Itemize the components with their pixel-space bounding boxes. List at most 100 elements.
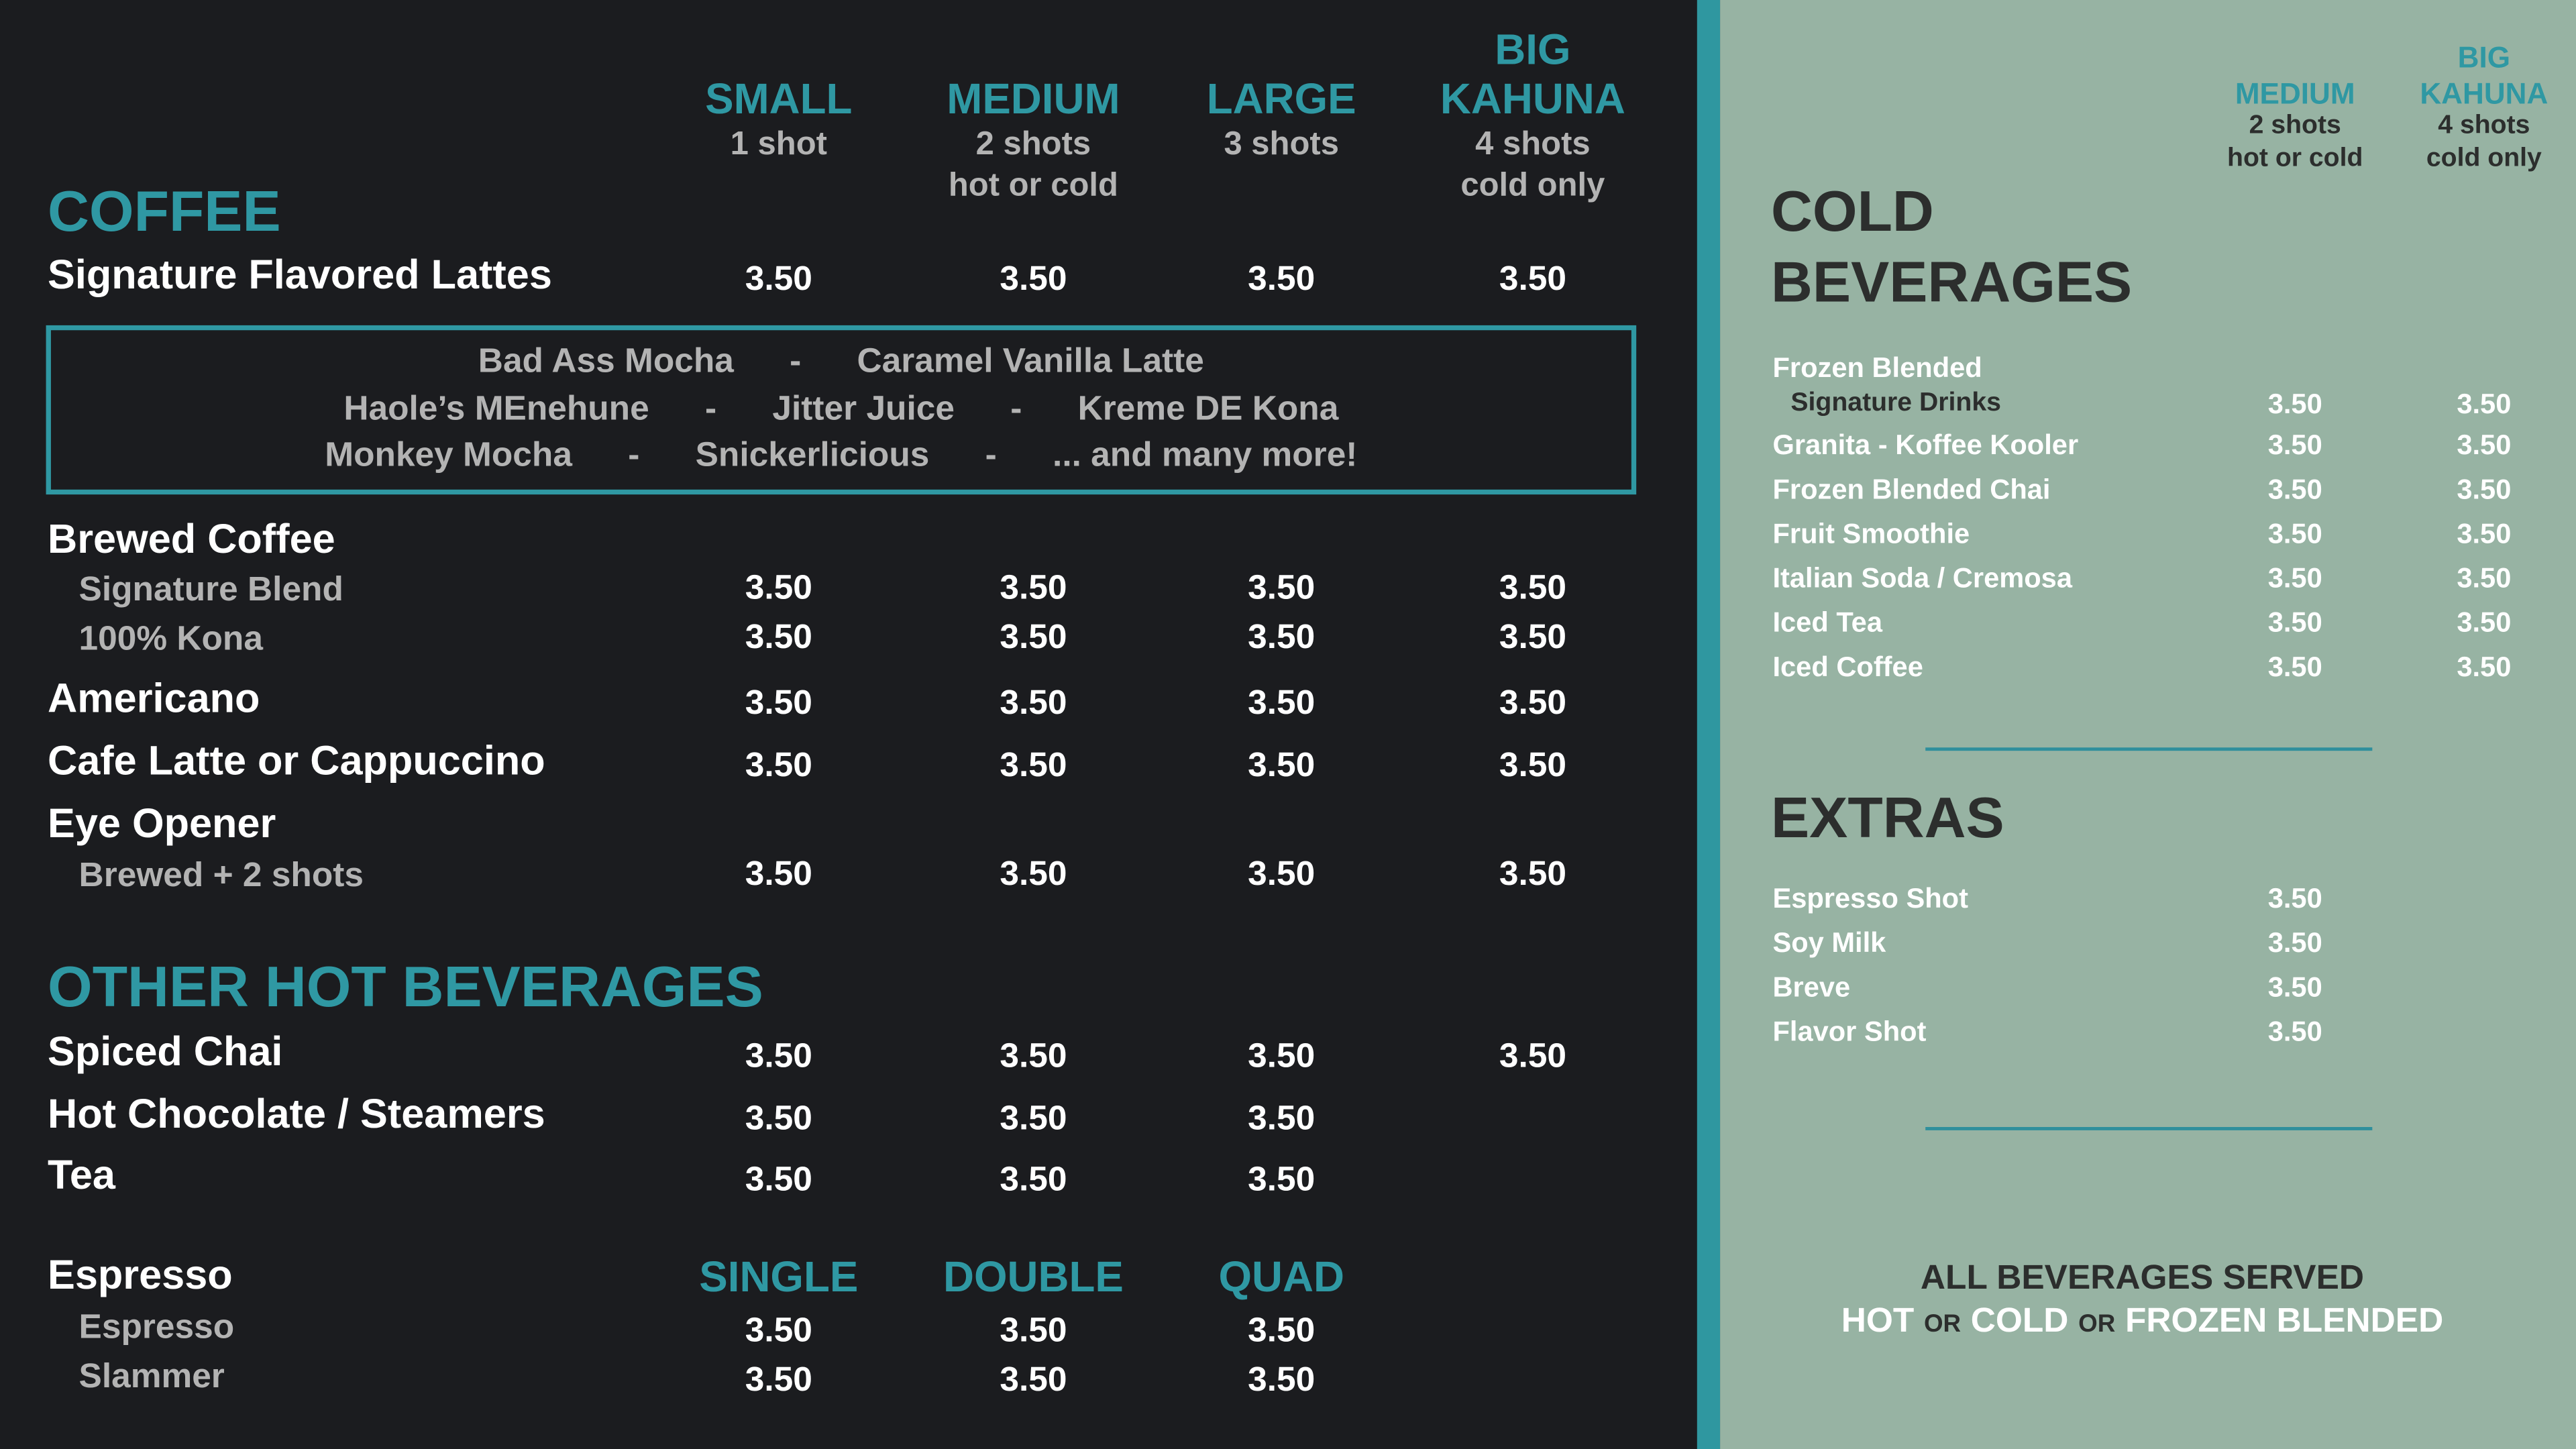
footer-line: ALL BEVERAGES SERVED <box>1920 1259 2365 1297</box>
hot-panel <box>0 0 1697 1449</box>
price: 3.50 <box>745 684 812 722</box>
price: 3.50 <box>2457 474 2512 506</box>
price: 3.50 <box>1248 1161 1316 1199</box>
footer-word: COLD <box>1970 1301 2069 1340</box>
flavor-line: Haole’s MEnehune - Jitter Juice - Kreme DE K… <box>51 391 1631 425</box>
price: 3.50 <box>1248 1311 1316 1350</box>
size-header: KAHUNA <box>1440 74 1625 123</box>
flavor: Kreme DE Kona <box>1077 389 1339 427</box>
size-header: KAHUNA <box>2420 77 2548 111</box>
size-header: MEDIUM <box>947 74 1120 123</box>
price: 3.50 <box>1000 747 1067 785</box>
price: 3.50 <box>745 1037 812 1075</box>
price: 3.50 <box>2457 651 2512 683</box>
size-detail: cold only <box>2426 144 2542 173</box>
subitem-name: Slammer <box>78 1358 225 1396</box>
item-name: Frozen Blended <box>1772 352 1982 384</box>
flavor-line: Monkey Mocha - Snickerlicious - ... and many… <box>51 438 1631 472</box>
price: 3.50 <box>745 1099 812 1138</box>
size-detail: 3 shots <box>1224 126 1339 163</box>
price: 3.50 <box>1000 1161 1067 1199</box>
price: 3.50 <box>1000 1360 1067 1399</box>
item-name: Breve <box>1772 971 1851 1004</box>
price: 3.50 <box>2267 429 2322 461</box>
price: 3.50 <box>1499 855 1566 894</box>
price: 3.50 <box>745 1311 812 1350</box>
section-title: BEVERAGES <box>1771 250 2133 315</box>
item-name: Cafe Latte or Cappuccino <box>48 738 545 785</box>
price: 3.50 <box>1000 569 1067 607</box>
divider-rule <box>1925 1127 2373 1130</box>
price: 3.50 <box>1248 569 1316 607</box>
price: 3.50 <box>2267 562 2322 594</box>
price: 3.50 <box>1499 619 1566 657</box>
price: 3.50 <box>2457 429 2512 461</box>
item-name: Brewed Coffee <box>48 517 335 563</box>
price: 3.50 <box>1248 1037 1316 1075</box>
item-name: Fruit Smoothie <box>1772 518 1970 550</box>
size-detail: cold only <box>1460 167 1605 204</box>
section-title: EXTRAS <box>1771 786 2004 851</box>
size-header: MEDIUM <box>2235 77 2355 111</box>
subitem-name: Signature Drinks <box>1790 389 2001 418</box>
size-header: LARGE <box>1206 74 1356 123</box>
flavor: ... and many more! <box>1053 436 1358 474</box>
price: 3.50 <box>1248 684 1316 722</box>
size-detail: 4 shots <box>2438 111 2530 140</box>
price: 3.50 <box>745 619 812 657</box>
separator: - <box>1010 389 1022 427</box>
price: 3.50 <box>2457 388 2512 420</box>
divider <box>1697 0 1721 1449</box>
flavor: Caramel Vanilla Latte <box>857 342 1204 380</box>
price: 3.50 <box>745 1360 812 1399</box>
price: 3.50 <box>1000 260 1067 299</box>
price: 3.50 <box>1000 684 1067 722</box>
section-title: OTHER HOT BEVERAGES <box>48 955 763 1020</box>
price: 3.50 <box>745 1161 812 1199</box>
item-name: Italian Soda / Cremosa <box>1772 562 2073 594</box>
price: 3.50 <box>2267 883 2322 914</box>
section-title: COFFEE <box>48 180 281 244</box>
price: 3.50 <box>1000 619 1067 657</box>
flavor-line: Bad Ass Mocha - Caramel Vanilla Latte <box>51 344 1631 378</box>
footer-word: FROZEN BLENDED <box>2125 1301 2444 1340</box>
flavor: Haole’s MEnehune <box>343 389 649 427</box>
price: 3.50 <box>2457 606 2512 639</box>
price: 3.50 <box>2267 651 2322 683</box>
price: 3.50 <box>1499 684 1566 722</box>
price: 3.50 <box>2267 518 2322 550</box>
size-header: BIG <box>1495 24 1571 74</box>
separator: - <box>628 436 640 474</box>
price: 3.50 <box>745 747 812 785</box>
cold-panel <box>1720 0 2576 1449</box>
price: 3.50 <box>1000 1099 1067 1138</box>
item-name: Spiced Chai <box>48 1029 283 1075</box>
price: 3.50 <box>1248 1360 1316 1399</box>
item-name: Hot Chocolate / Steamers <box>48 1091 545 1138</box>
flavor: Bad Ass Mocha <box>478 342 734 380</box>
item-name: Tea <box>48 1152 116 1199</box>
footer-line: HOT OR COLD OR FROZEN BLENDED <box>1841 1303 2444 1338</box>
price: 3.50 <box>2267 388 2322 420</box>
price: 3.50 <box>1248 619 1316 657</box>
item-name: Iced Tea <box>1772 606 1882 639</box>
price: 3.50 <box>2267 474 2322 506</box>
size-header: SMALL <box>705 74 853 123</box>
price: 3.50 <box>1499 260 1566 299</box>
price: 3.50 <box>2457 562 2512 594</box>
size-header: QUAD <box>1218 1252 1344 1301</box>
item-name: Granita - Koffee Kooler <box>1772 429 2079 461</box>
price: 3.50 <box>2457 518 2512 550</box>
separator: - <box>790 342 802 380</box>
item-name: Flavor Shot <box>1772 1016 1927 1048</box>
size-detail: 1 shot <box>730 126 827 163</box>
subitem-name: Signature Blend <box>78 571 343 609</box>
item-name: Eye Opener <box>48 800 276 847</box>
price: 3.50 <box>1000 855 1067 894</box>
flavor-box: Bad Ass Mocha - Caramel Vanilla Latte Haole… <box>46 325 1637 495</box>
flavor: Snickerlicious <box>695 436 930 474</box>
price: 3.50 <box>1499 747 1566 785</box>
item-name: Signature Flavored Lattes <box>48 252 552 299</box>
